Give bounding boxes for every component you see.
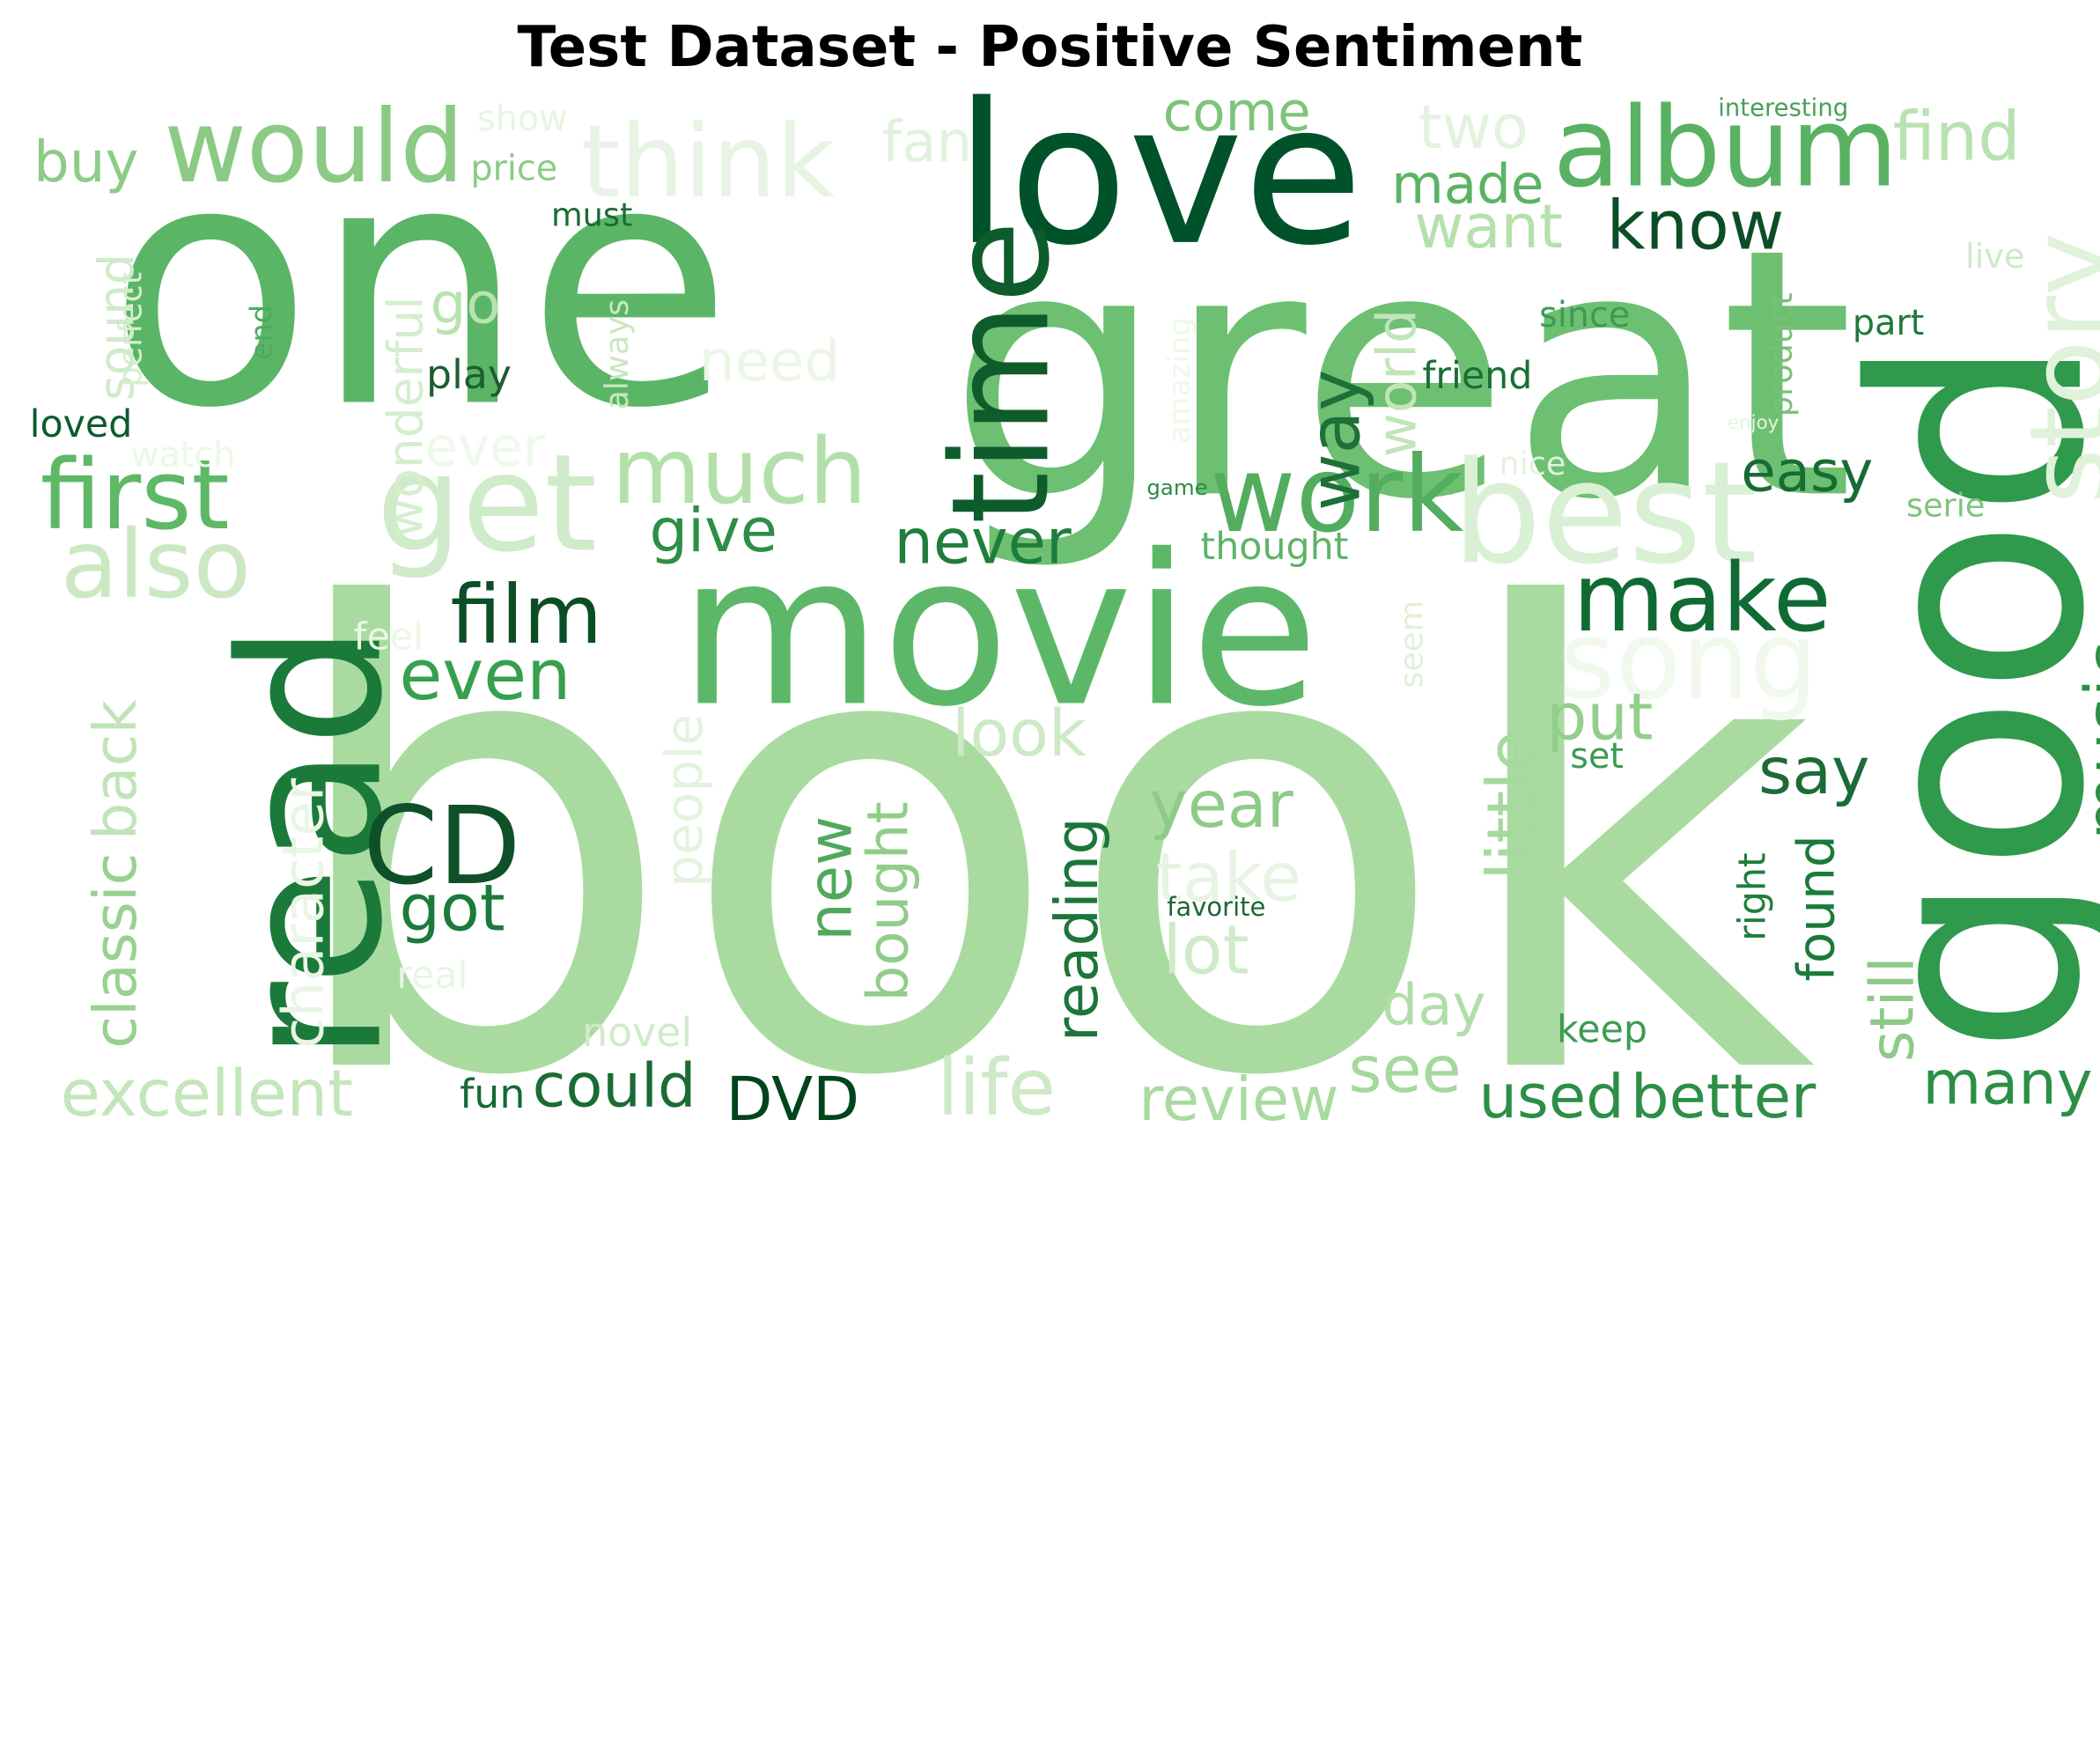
cloud-word-sound: sound [90, 254, 145, 401]
cloud-word-cd: CD [363, 784, 521, 910]
cloud-word-buy: buy [33, 129, 139, 195]
cloud-word-use: use [2078, 448, 2100, 558]
cloud-word-interesting: interesting [1718, 93, 1849, 122]
cloud-word-make: make [1573, 542, 1831, 654]
cloud-word-never: never [894, 505, 1072, 578]
cloud-word-great: great [947, 176, 1854, 576]
cloud-word-easy: easy [1741, 438, 1874, 505]
cloud-word-album: album [1552, 85, 1898, 213]
cloud-word-excellent: excellent [60, 1057, 353, 1132]
cloud-word-found: found [1787, 835, 1846, 982]
cloud-word-since: since [1539, 295, 1631, 336]
cloud-word-ever: ever [424, 416, 545, 479]
cloud-word-watch: watch [130, 435, 236, 476]
cloud-word-love: love [954, 62, 1364, 290]
cloud-word-take: take [1156, 838, 1302, 917]
cloud-word-wonderful: wonderful [379, 296, 435, 538]
cloud-word-character: character [269, 777, 336, 1049]
cloud-word-know: know [1606, 187, 1785, 265]
cloud-word-two: two [1418, 91, 1529, 163]
cloud-word-give: give [649, 494, 778, 566]
cloud-word-real: real [396, 953, 468, 998]
cloud-word-end: end [246, 304, 280, 361]
cloud-word-come: come [1162, 82, 1311, 144]
cloud-word-review: review [1138, 1063, 1339, 1135]
cloud-word-best: best [1451, 431, 1757, 596]
cloud-word-must: must [550, 195, 633, 234]
cloud-word-put: put [1545, 680, 1654, 756]
cloud-word-keep: keep [1557, 1006, 1648, 1051]
cloud-word-time: time [922, 220, 1080, 525]
cloud-word-work: work [1210, 435, 1464, 557]
cloud-word-enjoy: enjoy [1727, 412, 1779, 435]
cloud-word-book: book [275, 478, 1816, 1214]
cloud-word-product: product [1762, 292, 1801, 417]
cloud-word-set: set [1570, 736, 1624, 777]
cloud-word-think: think [580, 102, 835, 221]
cloud-word-serie: serie [1906, 486, 1986, 525]
cloud-word-show: show [477, 99, 568, 140]
cloud-word-also: also [60, 509, 251, 620]
cloud-word-see: see [1348, 1032, 1462, 1109]
cloud-word-movie: movie [679, 509, 1319, 754]
cloud-word-thought: thought [1200, 524, 1349, 569]
cloud-word-much: much [611, 419, 867, 526]
cloud-word-back: back [82, 699, 151, 841]
cloud-word-part: part [1852, 304, 1925, 344]
cloud-word-always: always [598, 298, 637, 410]
cloud-word-day: day [1382, 971, 1486, 1038]
cloud-word-feel: feel [353, 614, 424, 659]
cloud-word-amazing: amazing [1164, 317, 1198, 444]
cloud-word-live: live [1965, 236, 2025, 276]
cloud-word-people: people [654, 714, 714, 888]
cloud-word-price: price [470, 149, 558, 190]
cloud-word-new: new [794, 815, 866, 941]
cloud-word-one: one [107, 90, 733, 482]
cloud-word-play: play [425, 352, 512, 400]
cloud-word-seem: seem [1392, 600, 1431, 689]
cloud-word-game: game [1146, 474, 1208, 500]
cloud-word-better: better [1631, 1060, 1816, 1132]
cloud-word-novel: novel [582, 1009, 693, 1057]
cloud-word-want: want [1414, 190, 1563, 262]
cloud-word-loved: loved [29, 402, 133, 446]
cloud-word-say: say [1758, 733, 1870, 810]
cloud-word-favorite: favorite [1167, 892, 1266, 923]
cloud-word-still: still [1856, 956, 1928, 1063]
cloud-word-need: need [698, 328, 841, 394]
cloud-word-go: go [430, 269, 501, 336]
cloud-word-get: get [376, 424, 598, 583]
word-cloud: book one great love movie good read time would al… [29, 62, 2100, 1162]
cloud-word-first: first [40, 438, 230, 551]
cloud-word-could: could [532, 1050, 696, 1122]
cloud-word-friend: friend [1422, 353, 1533, 398]
cloud-word-used: used [1478, 1060, 1625, 1132]
cloud-word-way: way [1295, 369, 1377, 512]
cloud-word-right: right [1729, 852, 1775, 941]
cloud-word-life: life [937, 1042, 1057, 1134]
cloud-word-bought: bought [855, 801, 921, 1002]
cloud-word-year: year [1149, 767, 1293, 844]
cloud-word-got: got [399, 871, 505, 947]
cloud-word-classic: classic [82, 852, 151, 1049]
figure-title: Test Dataset - Positive Sentiment [517, 13, 1583, 80]
cloud-word-song: song [1559, 598, 1818, 724]
cloud-word-look: look [951, 696, 1087, 772]
cloud-word-made: made [1391, 154, 1544, 217]
cloud-word-lot: lot [1162, 911, 1249, 990]
cloud-word-find: find [1892, 98, 2021, 177]
cloud-word-nice: nice [1499, 445, 1566, 483]
cloud-word-world: world [1367, 308, 1429, 458]
cloud-word-even: even [399, 636, 571, 717]
cloud-word-many: many [1922, 1047, 2093, 1119]
cloud-word-fan: fan [881, 108, 973, 175]
cloud-word-fun: fun [460, 1071, 526, 1119]
cloud-word-reading: reading [1043, 817, 1112, 1042]
cloud-word-film: film [450, 568, 602, 663]
cloud-word-little: little [1473, 730, 1551, 881]
cloud-word-music: music [2071, 641, 2100, 841]
cloud-word-dvd: DVD [726, 1063, 860, 1135]
cloud-word-would: would [164, 87, 465, 206]
